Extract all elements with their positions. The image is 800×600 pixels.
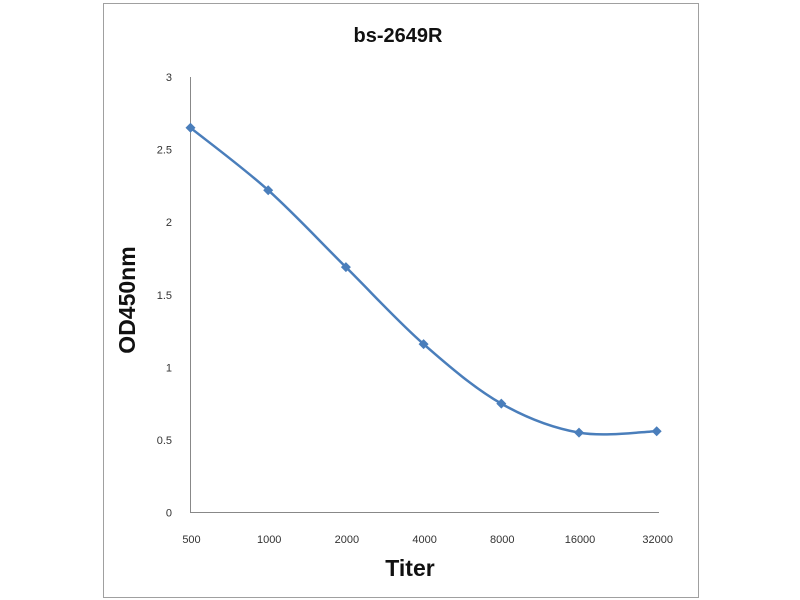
x-axis-label: Titer [385, 555, 434, 581]
y-tick-label: 2 [166, 217, 172, 229]
y-tick-label: 3 [166, 72, 172, 84]
x-tick-label: 16000 [565, 534, 596, 546]
chart-frame [103, 3, 699, 598]
y-tick-label: 1 [166, 362, 172, 374]
data-point-marker [340, 262, 351, 273]
y-tick-label: 1.5 [157, 290, 172, 302]
y-axis-label: OD450nm [114, 246, 140, 353]
data-point-marker [496, 398, 507, 409]
data-point-marker [263, 185, 274, 196]
y-tick-label: 0 [166, 508, 172, 520]
data-point-marker [185, 122, 196, 133]
x-tick-label: 32000 [642, 534, 673, 546]
chart-title: bs-2649R [354, 25, 443, 47]
x-tick-label: 2000 [335, 534, 359, 546]
y-tick-label: 2.5 [157, 145, 172, 157]
data-point-marker [418, 339, 429, 350]
x-tick-label: 500 [182, 534, 200, 546]
x-tick-label: 1000 [257, 534, 281, 546]
x-tick-label: 8000 [490, 534, 514, 546]
x-tick-label: 4000 [412, 534, 436, 546]
data-point-marker [574, 427, 584, 438]
data-point-marker [651, 426, 662, 437]
y-tick-label: 0.5 [157, 435, 172, 447]
